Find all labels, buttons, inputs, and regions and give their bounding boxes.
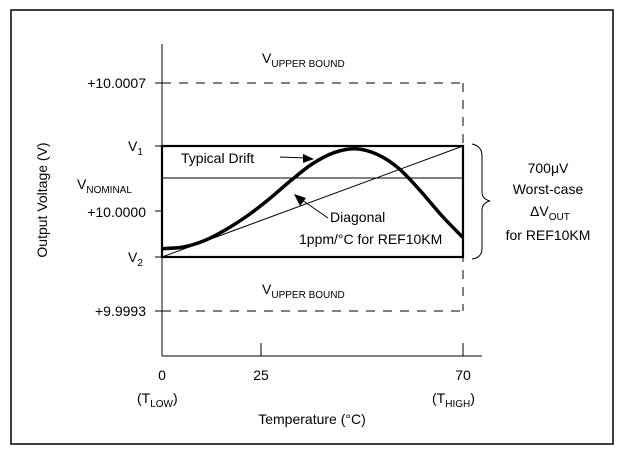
y-label-v1: V1 bbox=[128, 138, 143, 158]
drift-arrow-line bbox=[279, 156, 307, 159]
spec-box bbox=[160, 144, 465, 259]
outer-frame bbox=[10, 9, 614, 445]
brace-label-worst-case: Worst-case bbox=[513, 181, 584, 197]
diagonal-label-line2: 1ppm/°C for REF10KM bbox=[299, 231, 442, 247]
brace-label-ref10km: for REF10KM bbox=[506, 227, 591, 243]
y-label-v2: V2 bbox=[128, 249, 143, 269]
lower-bound-label: VUPPER BOUND bbox=[262, 281, 345, 301]
x-tick-sub-tlow: (TLOW) bbox=[137, 390, 178, 410]
x-tick-label-0: 0 bbox=[158, 367, 166, 383]
upper-bound-label: VUPPER BOUND bbox=[262, 50, 345, 70]
y-axis-title: Output Voltage (V) bbox=[34, 142, 50, 257]
drift-arrow-head bbox=[303, 154, 314, 163]
y-label-center: +10.0000 bbox=[87, 204, 146, 220]
x-tick-label-70: 70 bbox=[455, 367, 471, 383]
worst-case-brace bbox=[471, 143, 491, 260]
brace-label-delta-vout: ΔVOUT bbox=[530, 203, 570, 223]
y-label-lower: +9.9993 bbox=[95, 303, 146, 319]
brace-label-700uv: 700μV bbox=[528, 160, 569, 176]
y-label-upper: +10.0007 bbox=[87, 75, 146, 91]
diagonal-arrow-head bbox=[294, 194, 306, 206]
typical-drift-label: Typical Drift bbox=[181, 150, 254, 166]
typical-drift-curve bbox=[161, 147, 465, 251]
x-tick-label-25: 25 bbox=[253, 367, 269, 383]
y-label-vnominal: VNOMINAL bbox=[77, 176, 132, 196]
x-axis-title: Temperature (°C) bbox=[258, 411, 366, 427]
diagonal-arrow-line bbox=[301, 199, 329, 219]
x-tick-sub-thigh: (THIGH) bbox=[432, 390, 475, 410]
diagonal-label-line1: Diagonal bbox=[330, 209, 385, 225]
